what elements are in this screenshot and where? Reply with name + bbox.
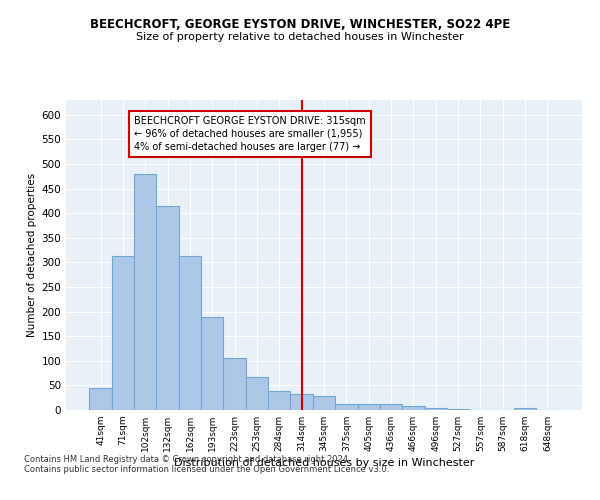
Bar [402,406,425,410]
Bar [313,396,335,410]
Text: Size of property relative to detached houses in Winchester: Size of property relative to detached ho… [136,32,464,42]
X-axis label: Distribution of detached houses by size in Winchester: Distribution of detached houses by size … [174,458,474,468]
Bar [514,408,536,410]
Bar [223,358,246,410]
Bar [112,256,134,410]
Text: BEECHCROFT GEORGE EYSTON DRIVE: 315sqm
← 96% of detached houses are smaller (1,9: BEECHCROFT GEORGE EYSTON DRIVE: 315sqm ←… [134,116,366,152]
Text: Contains public sector information licensed under the Open Government Licence v3: Contains public sector information licen… [24,466,389,474]
Bar [179,256,201,410]
Bar [268,392,290,410]
Bar [358,404,380,410]
Bar [201,316,223,410]
Y-axis label: Number of detached properties: Number of detached properties [27,173,37,337]
Bar [380,404,402,410]
Bar [425,408,447,410]
Bar [290,394,313,410]
Bar [157,206,179,410]
Bar [89,388,112,410]
Bar [246,376,268,410]
Text: BEECHCROFT, GEORGE EYSTON DRIVE, WINCHESTER, SO22 4PE: BEECHCROFT, GEORGE EYSTON DRIVE, WINCHES… [90,18,510,30]
Text: Contains HM Land Registry data © Crown copyright and database right 2024.: Contains HM Land Registry data © Crown c… [24,456,350,464]
Bar [447,408,469,410]
Bar [134,174,157,410]
Bar [335,404,358,410]
